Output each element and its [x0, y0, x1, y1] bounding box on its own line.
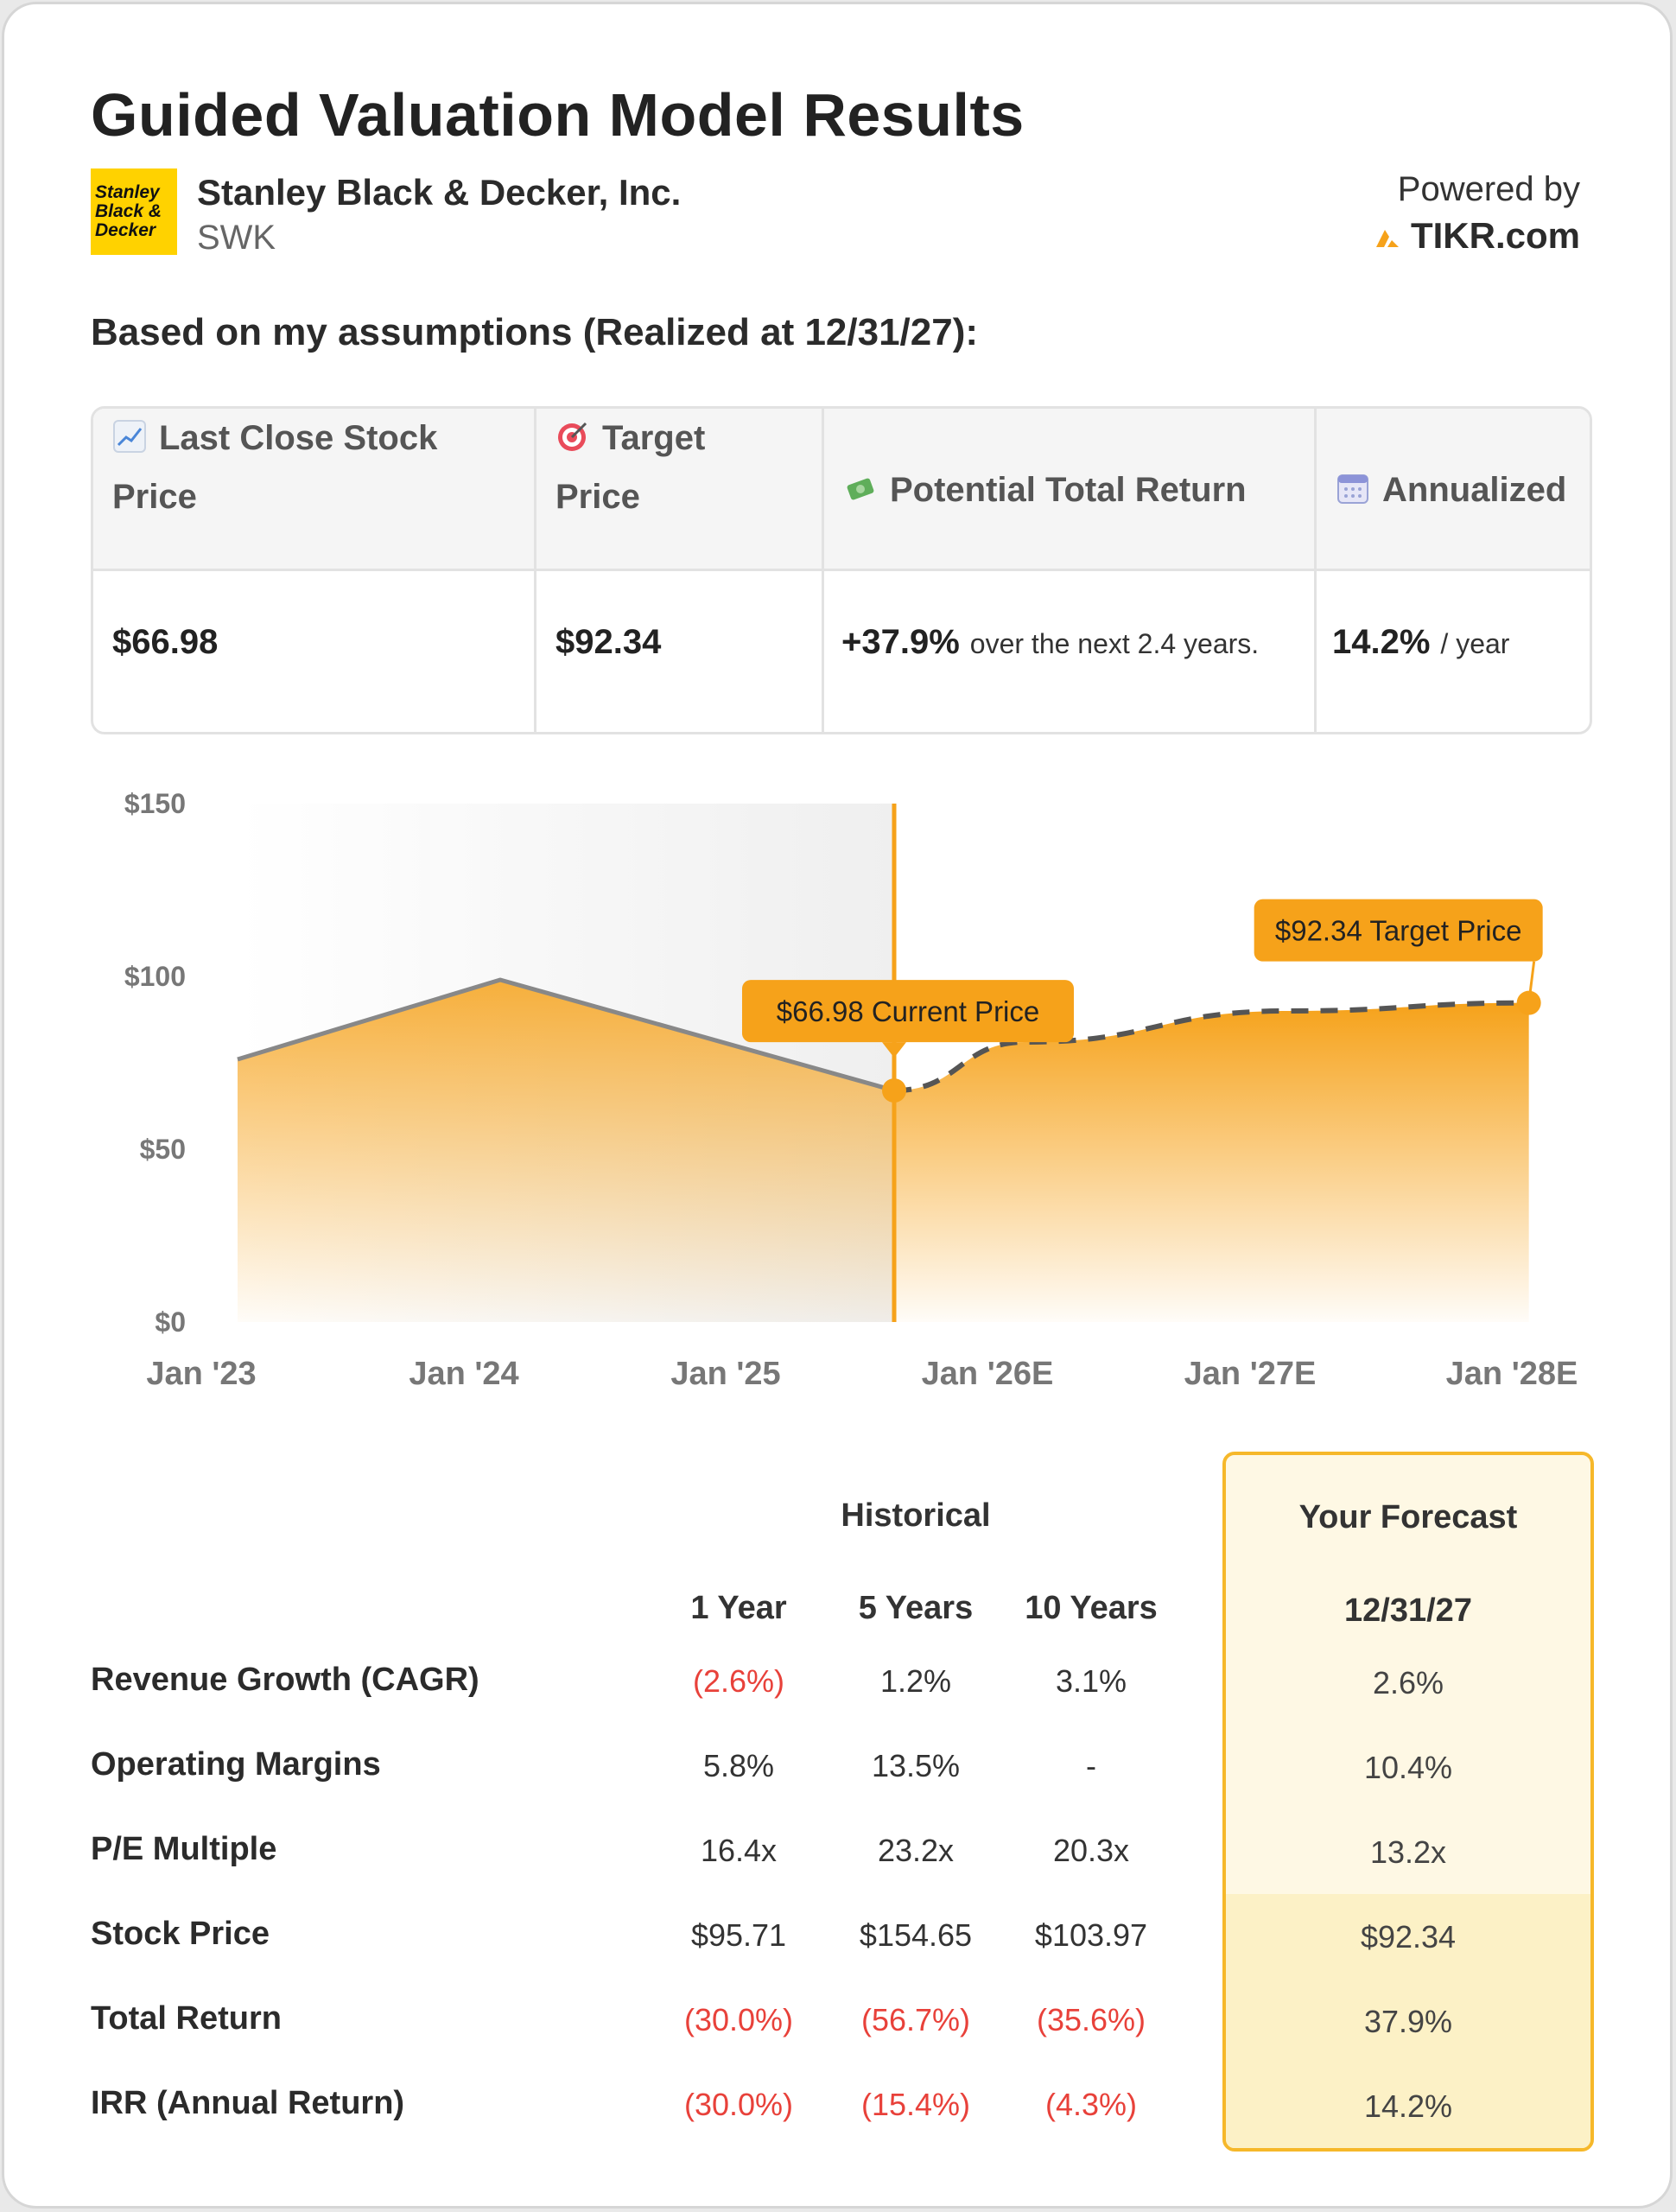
calendar-icon — [1337, 474, 1368, 505]
header-potential-return: Potential Total Return — [843, 461, 1247, 519]
metric-value: 1.2% — [879, 1663, 952, 1699]
assumptions-subtitle: Based on my assumptions (Realized at 12/… — [91, 311, 979, 353]
metric-value: (30.0%) — [683, 2087, 794, 2122]
current-price-callout-pointer — [882, 1042, 906, 1058]
metric-value: $154.65 — [859, 1917, 973, 1953]
x-tick-label: Jan '24 — [409, 1356, 518, 1392]
metric-row-label: Total Return — [91, 2000, 282, 2037]
target-price-label: $92.34 Target Price — [1275, 915, 1522, 947]
price-chart: $150 $100 $50 $0 Jan '23 Jan '24 Jan '25 Jan '2… — [124, 788, 1578, 1392]
target-icon — [558, 423, 587, 452]
x-tick-label: Jan '23 — [146, 1356, 256, 1392]
value-annualized-note: / year — [1440, 628, 1510, 659]
forecast-value: 10.4% — [1363, 1750, 1453, 1785]
header-annualized: Annualized — [1336, 461, 1566, 519]
tikr-brand-link[interactable]: TIKR.com — [1373, 215, 1580, 257]
metric-row-label: P/E Multiple — [91, 1831, 277, 1867]
header-last-close-line1: Last Close Stock — [159, 419, 438, 457]
value-potential-note: over the next 2.4 years. — [969, 628, 1260, 659]
logo-line-1: Stanley — [95, 182, 160, 202]
value-potential-percent: +37.9% — [841, 623, 960, 661]
company-ticker: SWK — [197, 219, 276, 257]
summary-table: Last Close Stock Price Target Price Pote… — [91, 406, 1592, 734]
metric-value: $95.71 — [690, 1917, 787, 1953]
company-name: Stanley Black & Decker, Inc. — [197, 172, 682, 213]
metric-value: 23.2x — [877, 1833, 955, 1868]
metric-value: (35.6%) — [1036, 2002, 1146, 2037]
value-target: $92.34 — [555, 623, 662, 661]
metric-value: $103.97 — [1034, 1917, 1148, 1953]
forecast-column-panel — [1222, 1452, 1594, 2152]
logo-line-3: Decker — [95, 220, 156, 240]
y-tick-label: $150 — [124, 788, 186, 819]
value-annualized: 14.2% / year — [1332, 623, 1509, 662]
target-price-connector — [1527, 961, 1536, 1003]
metric-value: (30.0%) — [683, 2002, 794, 2037]
forecast-value: 37.9% — [1363, 2004, 1453, 2039]
metric-value: (4.3%) — [1044, 2087, 1138, 2122]
header-annualized-text: Annualized — [1382, 471, 1567, 509]
column-header: 10 Years — [1025, 1590, 1158, 1626]
target-price-callout — [1254, 899, 1543, 962]
column-header: 5 Years — [858, 1590, 974, 1626]
metric-value: 16.4x — [700, 1833, 778, 1868]
forecast-area — [894, 1002, 1529, 1322]
forecast-results-highlight — [1226, 1894, 1590, 2148]
forecast-value: 13.2x — [1369, 1834, 1447, 1870]
x-tick-label: Jan '26E — [922, 1356, 1054, 1392]
powered-by-label: Powered by — [1397, 170, 1580, 208]
column-divider — [822, 409, 824, 732]
tikr-logo-icon — [1375, 230, 1399, 247]
x-tick-label: Jan '25 — [670, 1356, 780, 1392]
column-divider — [1314, 409, 1317, 732]
money-with-wings-icon — [847, 479, 874, 500]
forecast-value: $92.34 — [1360, 1919, 1457, 1955]
metric-value: 3.1% — [1055, 1663, 1127, 1699]
metric-row-label: Operating Margins — [91, 1746, 381, 1783]
header-target-line1: Target — [602, 419, 706, 457]
current-price-callout — [742, 980, 1074, 1043]
historical-header: Historical — [841, 1497, 991, 1534]
metric-value: 5.8% — [702, 1748, 775, 1783]
metric-value: (2.6%) — [692, 1663, 785, 1699]
historical-line — [237, 977, 895, 1093]
header-target-line2: Price — [555, 478, 640, 516]
x-tick-label: Jan '28E — [1446, 1356, 1578, 1392]
y-tick-label: $100 — [124, 961, 186, 992]
y-tick-label: $0 — [155, 1306, 186, 1338]
value-last-close: $66.98 — [112, 623, 219, 661]
tikr-brand-text: TIKR.com — [1410, 215, 1580, 256]
metric-value: 20.3x — [1052, 1833, 1130, 1868]
value-annualized-percent: 14.2% — [1332, 623, 1431, 661]
metric-row-label: IRR (Annual Return) — [91, 2085, 405, 2121]
metric-value: 13.5% — [871, 1748, 961, 1783]
forecast-value: 2.6% — [1372, 1665, 1444, 1700]
header-last-close-line2: Price — [112, 478, 197, 516]
forecast-value: 14.2% — [1363, 2088, 1453, 2124]
metric-row-label: Revenue Growth (CAGR) — [91, 1662, 479, 1698]
header-potential-text: Potential Total Return — [890, 471, 1247, 509]
company-logo: Stanley Black & Decker — [91, 168, 177, 255]
logo-line-2: Black & — [95, 201, 162, 221]
header-last-close: Last Close Stock Price — [112, 409, 437, 526]
metric-value: (15.4%) — [860, 2087, 971, 2122]
column-divider — [534, 409, 536, 732]
header-target: Target Price — [555, 409, 705, 526]
chart-increasing-icon — [113, 420, 146, 454]
x-tick-label: Jan '27E — [1184, 1356, 1317, 1392]
forecast-header: Your Forecast — [1298, 1499, 1518, 1535]
metric-value: - — [1086, 1748, 1096, 1783]
y-tick-label: $50 — [140, 1134, 186, 1165]
value-potential: +37.9% over the next 2.4 years. — [841, 623, 1259, 662]
page-title: Guided Valuation Model Results — [91, 81, 1025, 149]
current-price-marker — [882, 1078, 906, 1103]
metric-value: (56.7%) — [860, 2002, 971, 2037]
column-header: 1 Year — [690, 1590, 787, 1626]
forecast-date-header: 12/31/27 — [1344, 1592, 1472, 1629]
current-price-label: $66.98 Current Price — [777, 995, 1040, 1027]
historical-area — [238, 980, 894, 1322]
metric-row-label: Stock Price — [91, 1916, 270, 1952]
